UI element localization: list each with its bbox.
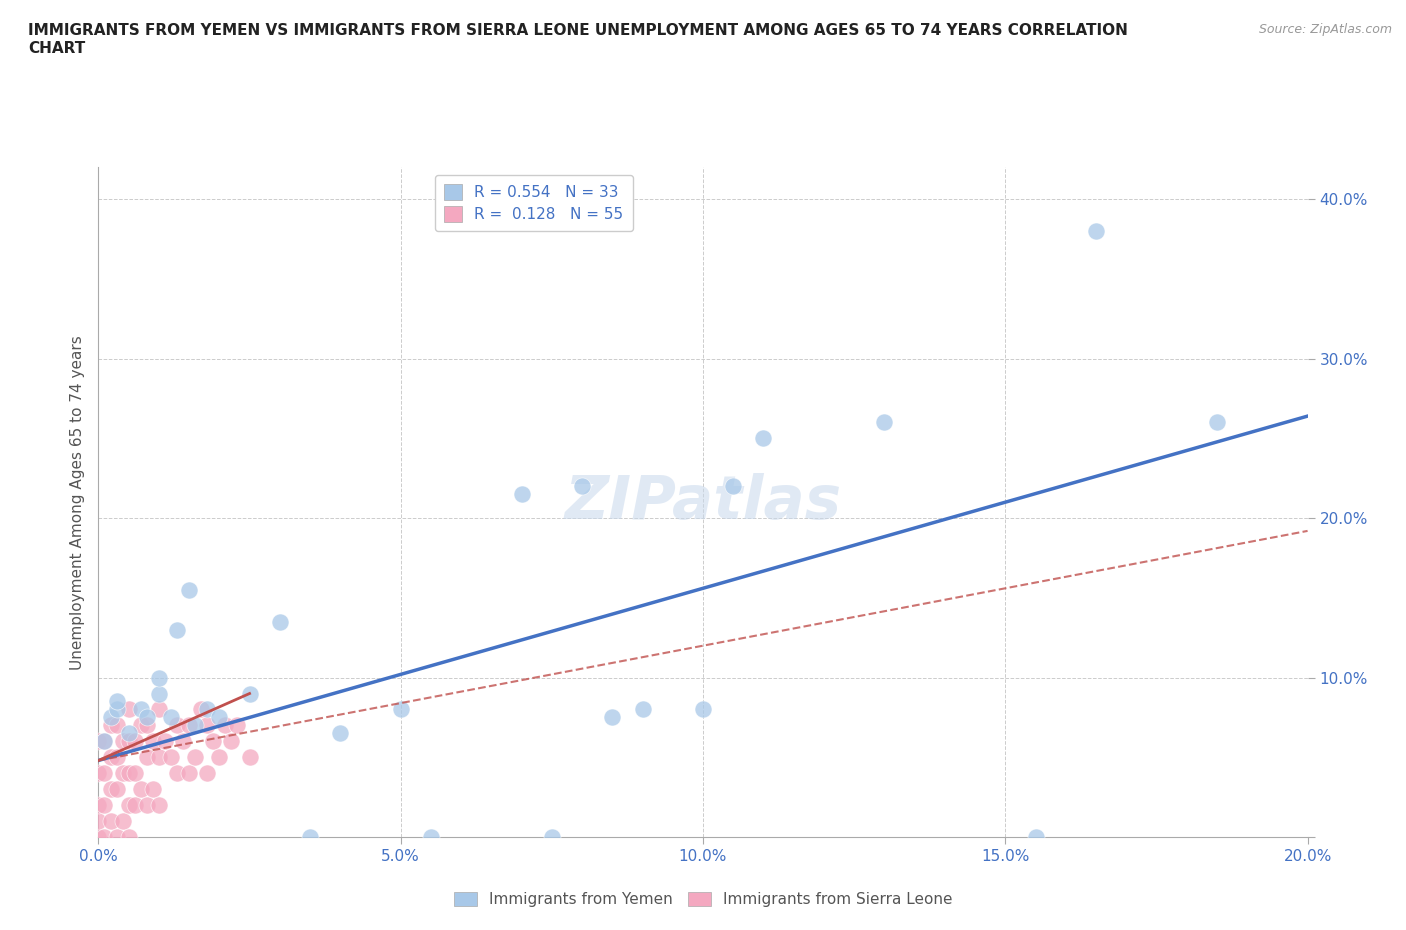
- Point: [148, 686, 170, 701]
- Point: [1206, 415, 1229, 430]
- Point: [111, 734, 134, 749]
- Point: [752, 431, 775, 445]
- Point: [105, 830, 128, 844]
- Point: [602, 710, 624, 724]
- Point: [389, 702, 412, 717]
- Point: [111, 765, 134, 780]
- Y-axis label: Unemployment Among Ages 65 to 74 years: Unemployment Among Ages 65 to 74 years: [69, 335, 84, 670]
- Point: [100, 750, 122, 764]
- Point: [179, 765, 201, 780]
- Point: [420, 830, 443, 844]
- Point: [135, 718, 157, 733]
- Point: [148, 671, 170, 685]
- Point: [153, 734, 176, 749]
- Point: [299, 830, 322, 844]
- Point: [129, 702, 152, 717]
- Point: [87, 734, 110, 749]
- Point: [93, 734, 115, 749]
- Point: [214, 718, 236, 733]
- Point: [723, 479, 745, 494]
- Point: [208, 750, 231, 764]
- Point: [124, 765, 146, 780]
- Legend: R = 0.554   N = 33, R =  0.128   N = 55: R = 0.554 N = 33, R = 0.128 N = 55: [434, 175, 633, 232]
- Point: [571, 479, 593, 494]
- Point: [124, 734, 146, 749]
- Point: [160, 710, 183, 724]
- Point: [93, 765, 115, 780]
- Point: [692, 702, 714, 717]
- Point: [93, 830, 115, 844]
- Point: [1024, 830, 1046, 844]
- Point: [100, 710, 122, 724]
- Point: [226, 718, 249, 733]
- Point: [142, 734, 165, 749]
- Point: [118, 830, 141, 844]
- Point: [93, 734, 115, 749]
- Point: [129, 718, 152, 733]
- Point: [208, 710, 231, 724]
- Point: [111, 814, 134, 829]
- Point: [166, 765, 188, 780]
- Point: [135, 710, 157, 724]
- Point: [172, 734, 194, 749]
- Point: [93, 798, 115, 813]
- Point: [190, 702, 212, 717]
- Legend: Immigrants from Yemen, Immigrants from Sierra Leone: Immigrants from Yemen, Immigrants from S…: [447, 885, 959, 913]
- Point: [510, 486, 533, 501]
- Point: [105, 782, 128, 797]
- Point: [118, 734, 141, 749]
- Point: [87, 814, 110, 829]
- Point: [269, 615, 291, 630]
- Text: ZIPatlas: ZIPatlas: [564, 472, 842, 532]
- Point: [87, 830, 110, 844]
- Point: [166, 718, 188, 733]
- Point: [195, 718, 218, 733]
- Point: [118, 702, 141, 717]
- Point: [148, 798, 170, 813]
- Point: [100, 718, 122, 733]
- Point: [202, 734, 225, 749]
- Point: [118, 798, 141, 813]
- Point: [135, 798, 157, 813]
- Point: [87, 798, 110, 813]
- Point: [87, 765, 110, 780]
- Point: [105, 702, 128, 717]
- Point: [195, 702, 218, 717]
- Point: [195, 765, 218, 780]
- Text: IMMIGRANTS FROM YEMEN VS IMMIGRANTS FROM SIERRA LEONE UNEMPLOYMENT AMONG AGES 65: IMMIGRANTS FROM YEMEN VS IMMIGRANTS FROM…: [28, 23, 1128, 56]
- Point: [179, 582, 201, 597]
- Point: [142, 782, 165, 797]
- Text: Source: ZipAtlas.com: Source: ZipAtlas.com: [1258, 23, 1392, 36]
- Point: [184, 718, 207, 733]
- Point: [1085, 224, 1108, 239]
- Point: [118, 726, 141, 741]
- Point: [100, 814, 122, 829]
- Point: [873, 415, 896, 430]
- Point: [118, 765, 141, 780]
- Point: [184, 750, 207, 764]
- Point: [221, 734, 243, 749]
- Point: [135, 750, 157, 764]
- Point: [239, 686, 262, 701]
- Point: [179, 718, 201, 733]
- Point: [105, 694, 128, 709]
- Point: [148, 750, 170, 764]
- Point: [239, 750, 262, 764]
- Point: [105, 750, 128, 764]
- Point: [540, 830, 562, 844]
- Point: [148, 702, 170, 717]
- Point: [105, 718, 128, 733]
- Point: [166, 622, 188, 637]
- Point: [100, 782, 122, 797]
- Point: [631, 702, 654, 717]
- Point: [160, 750, 183, 764]
- Point: [329, 726, 352, 741]
- Point: [124, 798, 146, 813]
- Point: [129, 782, 152, 797]
